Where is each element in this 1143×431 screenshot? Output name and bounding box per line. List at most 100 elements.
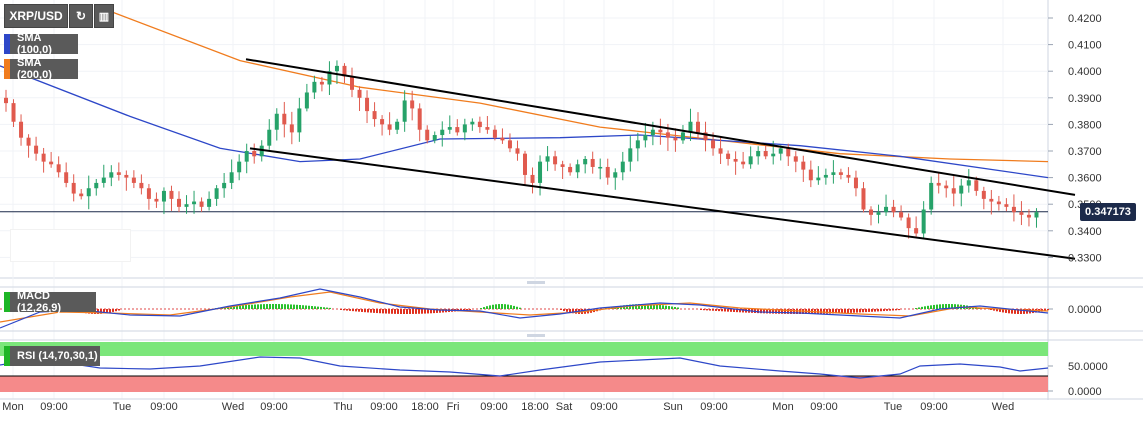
macd-hist-bar xyxy=(841,309,843,314)
macd-hist-bar xyxy=(874,309,876,312)
macd-hist-bar xyxy=(677,307,679,309)
candle-body xyxy=(688,121,693,133)
macd-hist-bar xyxy=(999,309,1001,312)
candle-body xyxy=(169,190,174,199)
macd-hist-bar xyxy=(1044,309,1046,311)
macd-hist-bar xyxy=(712,309,714,311)
macd-hist-bar xyxy=(340,309,342,310)
macd-hist-bar xyxy=(647,304,649,309)
macd-hist-bar xyxy=(653,304,655,309)
macd-hist-bar xyxy=(865,309,867,313)
rsi-text: RSI (14,70,30,1) xyxy=(17,350,98,362)
candle-body xyxy=(94,182,99,189)
macd-hist-bar xyxy=(364,309,366,313)
candle-body xyxy=(184,204,189,207)
macd-hist-bar xyxy=(709,309,711,311)
rsi-swatch xyxy=(4,346,10,366)
candle-body xyxy=(951,188,956,194)
macd-hist-bar xyxy=(498,304,500,309)
macd-hist-bar xyxy=(355,309,357,312)
macd-hist-bar xyxy=(632,304,634,309)
macd-hist-bar xyxy=(242,305,244,309)
candle-body xyxy=(41,153,46,162)
candle-body xyxy=(372,111,377,120)
macd-hist-bar xyxy=(439,309,441,313)
macd-hist-bar xyxy=(644,304,646,309)
macd-hist-bar xyxy=(700,309,702,310)
macd-hist-bar xyxy=(433,309,435,314)
macd-hist-bar xyxy=(230,306,232,309)
candle-body xyxy=(816,177,821,181)
current-price-tag: 0.347173 xyxy=(1080,203,1136,221)
price-tick-label: 0.4000 xyxy=(1068,66,1102,78)
time-tick-label: 09:00 xyxy=(370,401,398,413)
macd-hist-bar xyxy=(957,304,959,309)
candle-body xyxy=(500,137,505,141)
candle-body xyxy=(823,174,828,178)
macd-hist-bar xyxy=(993,309,995,311)
macd-hist-bar xyxy=(314,306,316,309)
candle-body xyxy=(748,156,753,165)
candle-body xyxy=(259,145,264,157)
macd-label[interactable]: MACD (12,26,9) xyxy=(4,290,96,314)
bar-chart-button[interactable]: ▥ xyxy=(94,4,114,28)
macd-hist-bar xyxy=(730,309,732,312)
sma-200-label[interactable]: SMA (200,0) xyxy=(4,57,78,81)
macd-hist-bar xyxy=(358,309,360,312)
macd-hist-bar xyxy=(299,305,301,309)
candle-body xyxy=(590,158,595,167)
macd-hist-bar xyxy=(305,305,307,309)
time-tick-label: Mon xyxy=(2,401,23,413)
candle-body xyxy=(207,198,212,207)
macd-hist-bar xyxy=(760,309,762,314)
macd-hist-bar xyxy=(674,307,676,309)
macd-hist-bar xyxy=(397,309,399,314)
macd-hist-bar xyxy=(100,309,102,314)
candle-body xyxy=(929,182,934,210)
macd-hist-bar xyxy=(635,304,637,309)
candle-body xyxy=(64,172,69,183)
macd-hist-bar xyxy=(370,309,372,313)
macd-hist-bar xyxy=(463,309,465,311)
time-tick-label: Wed xyxy=(222,401,244,413)
candle-body xyxy=(342,65,347,77)
macd-hist-bar xyxy=(706,309,708,311)
candle-body xyxy=(718,148,723,154)
rsi-label[interactable]: RSI (14,70,30,1) xyxy=(4,346,100,366)
candle-body xyxy=(334,65,339,72)
refresh-button[interactable]: ↻ xyxy=(69,4,93,28)
candle-body xyxy=(575,164,580,173)
macd-hist-bar xyxy=(257,304,259,309)
candle-body xyxy=(34,145,39,154)
blank-panel xyxy=(10,229,131,262)
macd-hist-bar xyxy=(569,309,571,313)
time-tick-label: 18:00 xyxy=(521,401,549,413)
candle-body xyxy=(485,127,490,130)
macd-hist-bar xyxy=(430,309,432,314)
sma-100-label[interactable]: SMA (100,0) xyxy=(4,32,78,56)
macd-hist-bar xyxy=(112,309,114,312)
macd-hist-bar xyxy=(118,309,120,311)
macd-hist-bar xyxy=(254,304,256,309)
macd-hist-bar xyxy=(921,306,923,309)
candle-body xyxy=(974,180,979,191)
sma-100-swatch xyxy=(4,34,10,54)
candle-body xyxy=(959,185,964,194)
sma-100-text: SMA (100,0) xyxy=(17,32,52,56)
symbol-button[interactable]: XRP/USD xyxy=(4,4,68,28)
macd-hist-bar xyxy=(871,309,873,312)
macd-hist-bar xyxy=(361,309,363,312)
macd-hist-bar xyxy=(915,308,917,309)
candle-body xyxy=(756,151,761,157)
macd-hist-bar xyxy=(733,309,735,312)
macd-hist-bar xyxy=(942,304,944,309)
macd-hist-bar xyxy=(349,309,351,311)
candle-body xyxy=(402,100,407,122)
macd-hist-bar xyxy=(918,307,920,309)
macd-hist-bar xyxy=(103,309,105,314)
candle-body xyxy=(635,140,640,149)
macd-hist-bar xyxy=(656,304,658,309)
candle-body xyxy=(1004,204,1009,207)
macd-hist-bar xyxy=(263,304,265,309)
macd-hist-bar xyxy=(1020,309,1022,314)
